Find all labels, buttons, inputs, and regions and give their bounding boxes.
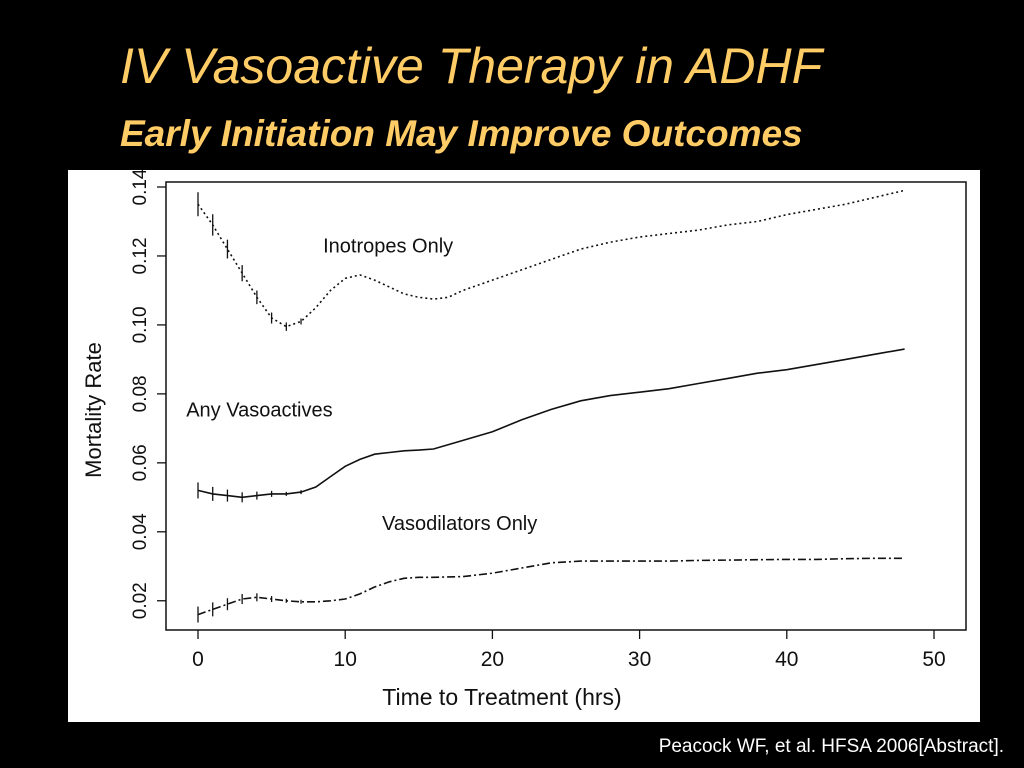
x-tick-label: 40 bbox=[775, 648, 798, 671]
series-annotation: Vasodilators Only bbox=[382, 513, 537, 535]
chart-panel: 0 10 20 30 40 50 0.02 0.04 0.06 0.08 0.10 0.12 0.14… bbox=[68, 170, 980, 722]
y-tick-label: 0.12 bbox=[130, 237, 151, 274]
x-tick-label: 10 bbox=[334, 648, 357, 671]
series-line bbox=[197, 557, 905, 616]
y-tick-label: 0.08 bbox=[130, 375, 151, 412]
x-tick-label: 0 bbox=[192, 648, 204, 671]
x-axis: 0 10 20 30 40 50 bbox=[192, 630, 946, 671]
y-tick-label: 0.02 bbox=[130, 582, 151, 619]
y-tick-label: 0.14 bbox=[130, 170, 151, 205]
plot-frame bbox=[165, 181, 967, 631]
series-1 bbox=[197, 348, 905, 503]
series-annotation: Any Vasoactives bbox=[186, 399, 332, 421]
x-tick-label: 20 bbox=[481, 648, 504, 671]
y-tick-label: 0.10 bbox=[130, 306, 151, 343]
x-axis-label: Time to Treatment (hrs) bbox=[382, 684, 621, 710]
mortality-chart: 0 10 20 30 40 50 0.02 0.04 0.06 0.08 0.10 0.12 0.14… bbox=[81, 170, 967, 710]
annotation-layer: Inotropes Only Any Vasoactives Vasodilator… bbox=[186, 236, 537, 536]
y-axis-label: Mortality Rate bbox=[81, 342, 106, 478]
x-tick-label: 50 bbox=[922, 648, 945, 671]
citation: Peacock WF, et al. HFSA 2006[Abstract]. bbox=[658, 736, 1004, 757]
series-layer bbox=[197, 189, 905, 623]
y-tick-label: 0.06 bbox=[130, 444, 151, 481]
slide-subtitle: Early Initiation May Improve Outcomes bbox=[120, 113, 803, 154]
series-annotation: Inotropes Only bbox=[323, 236, 453, 258]
x-tick-label: 30 bbox=[628, 648, 651, 671]
series-line bbox=[197, 348, 905, 499]
series-2 bbox=[197, 557, 905, 623]
slide-title: IV Vasoactive Therapy in ADHF bbox=[120, 38, 823, 94]
y-axis: 0.02 0.04 0.06 0.08 0.10 0.12 0.14 bbox=[130, 170, 166, 619]
series-0 bbox=[197, 189, 905, 331]
series-line bbox=[197, 189, 905, 328]
y-tick-label: 0.04 bbox=[130, 513, 151, 550]
